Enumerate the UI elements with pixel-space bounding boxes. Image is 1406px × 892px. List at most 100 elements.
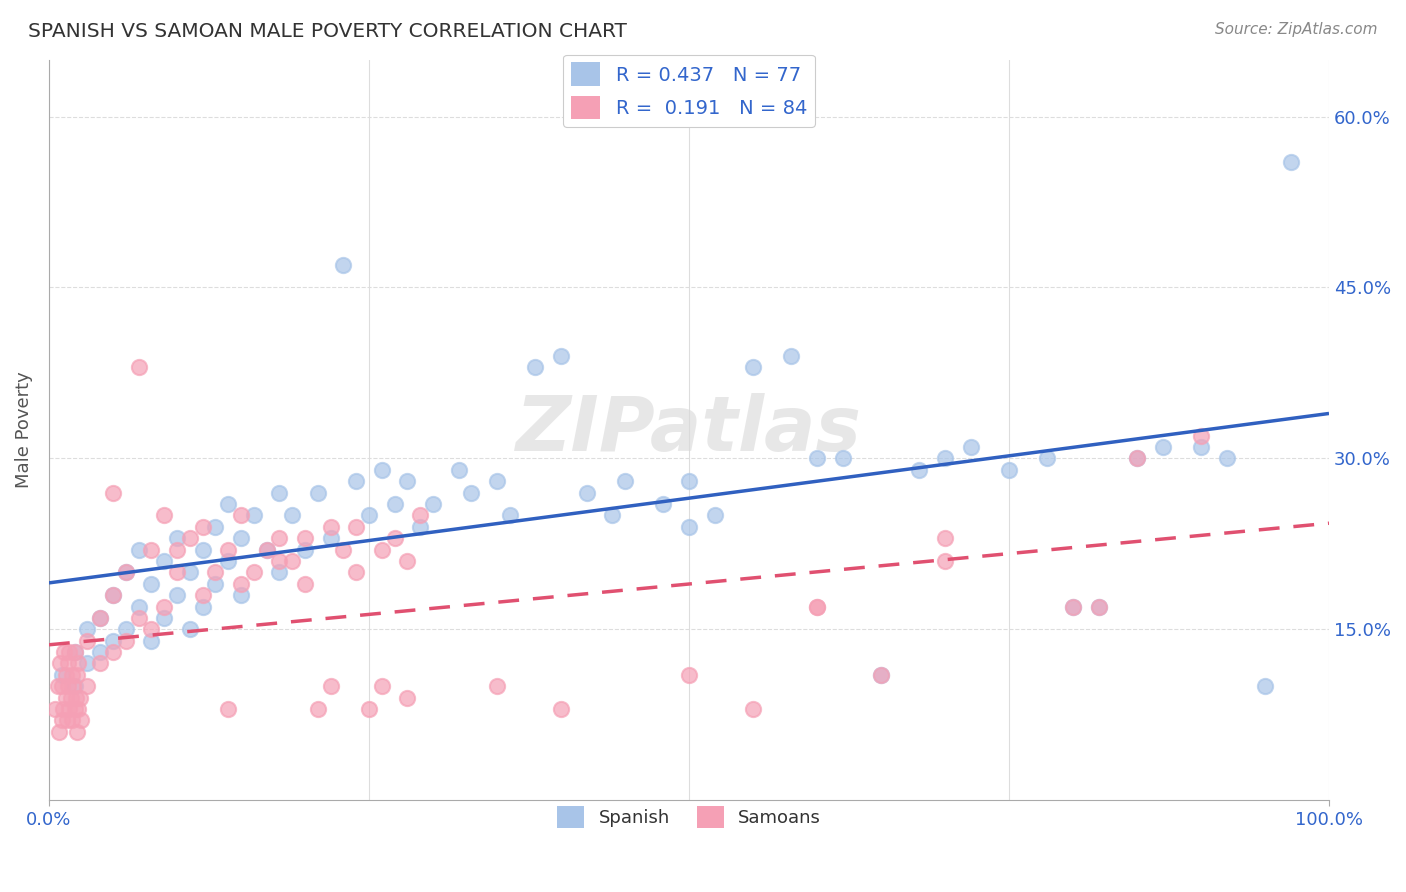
Point <box>62 679 84 693</box>
Point <box>89 657 111 671</box>
Point <box>806 599 828 614</box>
Point <box>114 622 136 636</box>
Point <box>269 566 291 580</box>
Point <box>1036 451 1059 466</box>
Point <box>870 668 893 682</box>
Point <box>1087 599 1109 614</box>
Point <box>179 622 201 636</box>
Point <box>934 554 956 568</box>
Point <box>959 440 981 454</box>
Point <box>217 554 239 568</box>
Point <box>191 520 214 534</box>
Point <box>191 588 214 602</box>
Point <box>703 508 725 523</box>
Point <box>1126 451 1149 466</box>
Point <box>56 657 79 671</box>
Point <box>56 679 79 693</box>
Point <box>242 508 264 523</box>
Point <box>332 542 354 557</box>
Point <box>101 588 124 602</box>
Point <box>141 576 163 591</box>
Point <box>52 702 75 716</box>
Point <box>114 566 136 580</box>
Point <box>409 520 432 534</box>
Point <box>153 611 176 625</box>
Point <box>242 566 264 580</box>
Point <box>141 542 163 557</box>
Point <box>1062 599 1084 614</box>
Point <box>1189 428 1212 442</box>
Point <box>56 714 79 728</box>
Point <box>101 485 124 500</box>
Point <box>101 633 124 648</box>
Point <box>55 668 77 682</box>
Point <box>307 485 329 500</box>
Point <box>128 611 150 625</box>
Point <box>166 531 188 545</box>
Point <box>371 542 394 557</box>
Point <box>76 657 98 671</box>
Point <box>191 599 214 614</box>
Point <box>1279 155 1302 169</box>
Point <box>550 349 572 363</box>
Point <box>384 497 406 511</box>
Point <box>357 508 380 523</box>
Point <box>499 508 522 523</box>
Point <box>831 451 853 466</box>
Point <box>166 588 188 602</box>
Point <box>934 451 956 466</box>
Point <box>141 622 163 636</box>
Point <box>1254 679 1277 693</box>
Point <box>101 588 124 602</box>
Point <box>67 702 90 716</box>
Point <box>256 542 278 557</box>
Point <box>294 542 316 557</box>
Point <box>806 599 828 614</box>
Point <box>1126 451 1149 466</box>
Point <box>396 690 419 705</box>
Point <box>76 622 98 636</box>
Point <box>742 360 765 375</box>
Point <box>65 690 87 705</box>
Y-axis label: Male Poverty: Male Poverty <box>15 372 32 488</box>
Point <box>319 531 342 545</box>
Point <box>269 554 291 568</box>
Text: Source: ZipAtlas.com: Source: ZipAtlas.com <box>1215 22 1378 37</box>
Point <box>66 668 89 682</box>
Point <box>550 702 572 716</box>
Point <box>307 702 329 716</box>
Point <box>153 508 176 523</box>
Point <box>371 463 394 477</box>
Point <box>780 349 803 363</box>
Point <box>60 714 83 728</box>
Point <box>217 702 239 716</box>
Point <box>53 645 76 659</box>
Point <box>67 657 90 671</box>
Point <box>229 508 252 523</box>
Point <box>51 714 73 728</box>
Point <box>76 679 98 693</box>
Point <box>229 588 252 602</box>
Point <box>485 679 508 693</box>
Point <box>51 679 73 693</box>
Point <box>678 474 700 488</box>
Point <box>678 520 700 534</box>
Point <box>59 690 82 705</box>
Point <box>332 258 354 272</box>
Text: ZIPatlas: ZIPatlas <box>516 392 862 467</box>
Legend: Spanish, Samoans: Spanish, Samoans <box>550 799 828 836</box>
Point <box>128 542 150 557</box>
Point <box>141 633 163 648</box>
Point <box>269 531 291 545</box>
Point <box>485 474 508 488</box>
Point <box>153 554 176 568</box>
Point <box>89 611 111 625</box>
Point <box>908 463 931 477</box>
Point <box>294 576 316 591</box>
Point <box>217 497 239 511</box>
Point <box>614 474 637 488</box>
Point <box>934 531 956 545</box>
Point <box>191 542 214 557</box>
Point <box>229 531 252 545</box>
Point <box>422 497 444 511</box>
